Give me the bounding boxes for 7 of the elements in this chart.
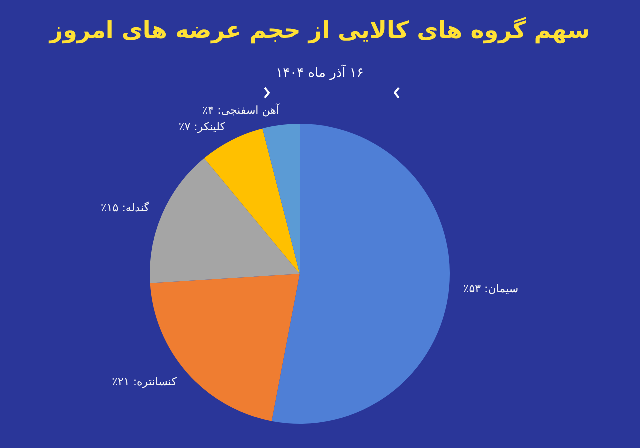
chart-subtitle: ۱۶ آذر ماه ۱۴۰۴ <box>275 66 365 81</box>
slice-label: کنسانتره: ۲۱٪ <box>112 375 178 388</box>
slice-label: آهن اسفنجی: ۴٪ <box>202 103 280 118</box>
slice-label: سیمان: ۵۳٪ <box>463 282 519 296</box>
slice-label: گندله: ۱۵٪ <box>100 202 150 215</box>
slice-label: کلینکر: ۷٪ <box>178 120 226 134</box>
chart-title: سهم گروه های کالایی از حجم عرضه های امروز <box>48 18 592 44</box>
